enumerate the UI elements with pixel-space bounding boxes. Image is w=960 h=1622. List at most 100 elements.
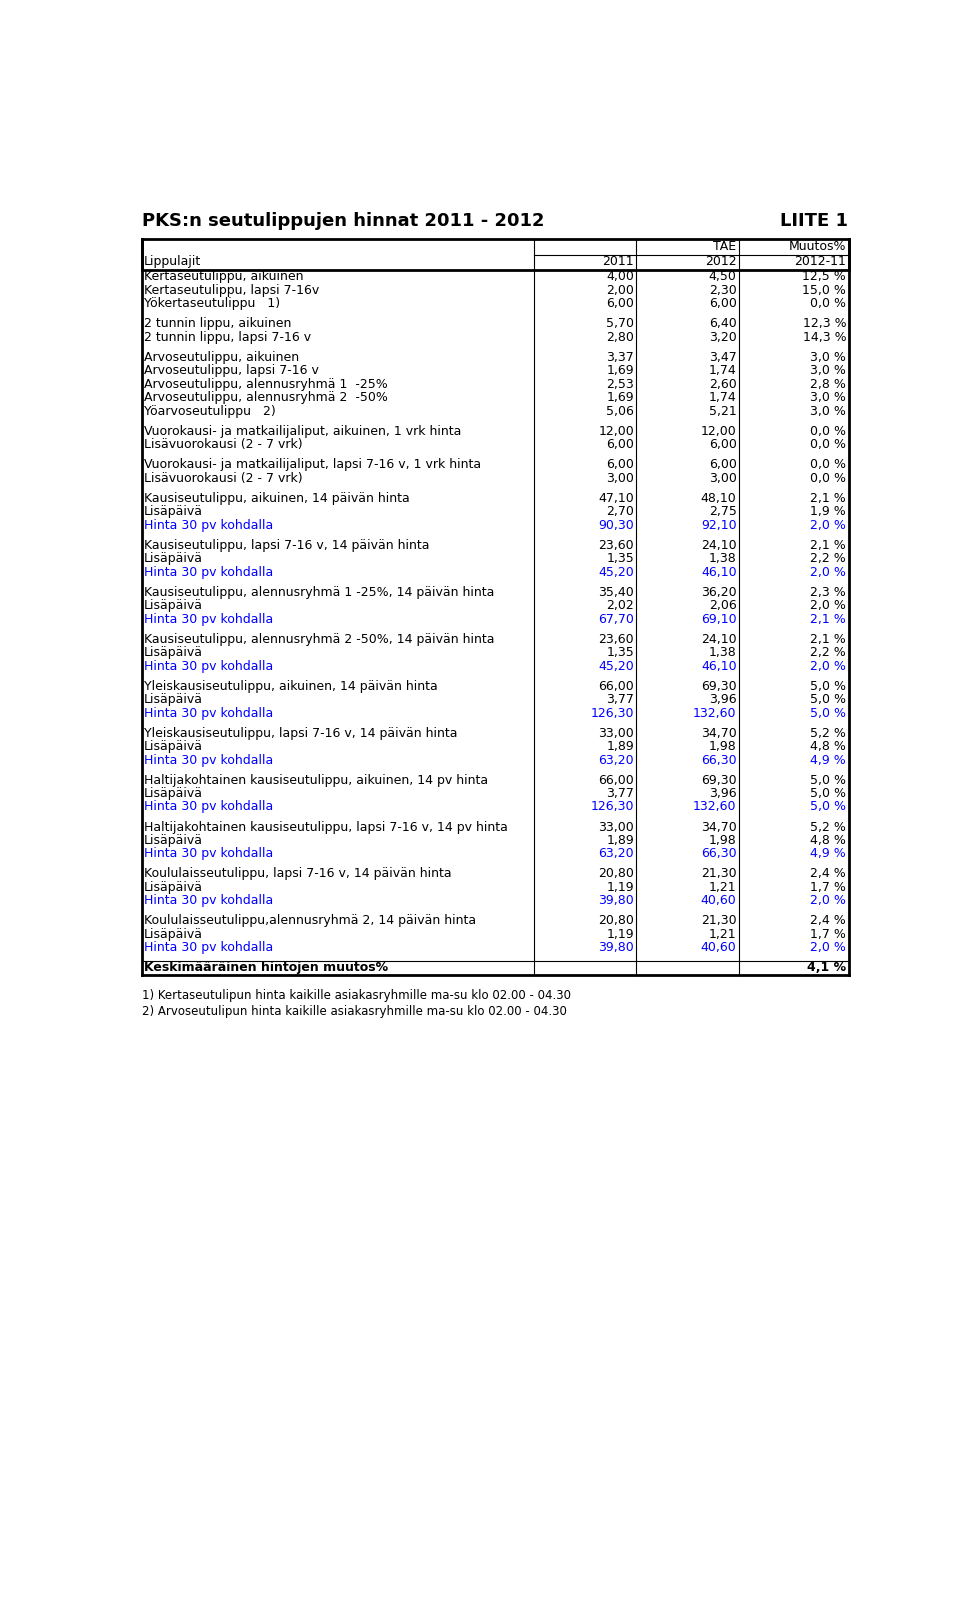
- Text: Hinta 30 pv kohdalla: Hinta 30 pv kohdalla: [144, 801, 274, 814]
- Text: 5,0 %: 5,0 %: [810, 680, 846, 693]
- Text: 3,96: 3,96: [709, 787, 736, 800]
- Text: 92,10: 92,10: [701, 519, 736, 532]
- Text: 2,75: 2,75: [708, 504, 736, 517]
- Text: Yleiskausiseutulippu, aikuinen, 14 päivän hinta: Yleiskausiseutulippu, aikuinen, 14 päivä…: [144, 680, 438, 693]
- Text: 14,3 %: 14,3 %: [803, 331, 846, 344]
- Text: 24,10: 24,10: [701, 539, 736, 551]
- Text: Lisäpäivä: Lisäpäivä: [144, 599, 203, 611]
- Text: 2 tunnin lippu, aikuinen: 2 tunnin lippu, aikuinen: [144, 318, 292, 331]
- Text: 5,0 %: 5,0 %: [810, 774, 846, 787]
- Text: 2) Arvoseutulipun hinta kaikille asiakasryhmille ma-su klo 02.00 - 04.30: 2) Arvoseutulipun hinta kaikille asiakas…: [142, 1006, 566, 1019]
- Text: 12,5 %: 12,5 %: [803, 271, 846, 284]
- Text: 90,30: 90,30: [598, 519, 635, 532]
- Text: 1,89: 1,89: [607, 740, 635, 753]
- Text: 1,7 %: 1,7 %: [810, 928, 846, 941]
- Text: 2,00: 2,00: [607, 284, 635, 297]
- Text: 39,80: 39,80: [598, 941, 635, 954]
- Text: Hinta 30 pv kohdalla: Hinta 30 pv kohdalla: [144, 894, 274, 907]
- Text: 3,0 %: 3,0 %: [810, 406, 846, 418]
- Text: 4,9 %: 4,9 %: [810, 847, 846, 860]
- Text: 2,0 %: 2,0 %: [810, 894, 846, 907]
- Text: Haltijakohtainen kausiseutulippu, aikuinen, 14 pv hinta: Haltijakohtainen kausiseutulippu, aikuin…: [144, 774, 488, 787]
- Text: 40,60: 40,60: [701, 941, 736, 954]
- Text: 66,00: 66,00: [598, 774, 635, 787]
- Text: Keskimääräinen hintojen muutos%: Keskimääräinen hintojen muutos%: [144, 962, 388, 975]
- Text: Hinta 30 pv kohdalla: Hinta 30 pv kohdalla: [144, 941, 274, 954]
- Text: 2,06: 2,06: [708, 599, 736, 611]
- Text: 63,20: 63,20: [598, 754, 635, 767]
- Text: 2,4 %: 2,4 %: [810, 915, 846, 928]
- Text: Hinta 30 pv kohdalla: Hinta 30 pv kohdalla: [144, 847, 274, 860]
- Text: 3,0 %: 3,0 %: [810, 391, 846, 404]
- Text: 1,21: 1,21: [709, 881, 736, 894]
- Text: Lippulajit: Lippulajit: [144, 255, 202, 268]
- Text: Kausiseutulippu, alennusryhmä 2 -50%, 14 päivän hinta: Kausiseutulippu, alennusryhmä 2 -50%, 14…: [144, 633, 494, 646]
- Text: PKS:n seutulippujen hinnat 2011 - 2012: PKS:n seutulippujen hinnat 2011 - 2012: [142, 211, 544, 230]
- Text: Lisäpäivä: Lisäpäivä: [144, 928, 203, 941]
- Text: Muutos%: Muutos%: [789, 240, 846, 253]
- Text: 2,1 %: 2,1 %: [810, 613, 846, 626]
- Text: Hinta 30 pv kohdalla: Hinta 30 pv kohdalla: [144, 519, 274, 532]
- Text: 69,30: 69,30: [701, 774, 736, 787]
- Text: 2,1 %: 2,1 %: [810, 491, 846, 504]
- Text: 126,30: 126,30: [590, 801, 635, 814]
- Text: 1) Kertaseutulipun hinta kaikille asiakasryhmille ma-su klo 02.00 - 04.30: 1) Kertaseutulipun hinta kaikille asiaka…: [142, 988, 570, 1001]
- Text: 2,30: 2,30: [708, 284, 736, 297]
- Text: 126,30: 126,30: [590, 707, 635, 720]
- Text: Koululaisseutulippu, lapsi 7-16 v, 14 päivän hinta: Koululaisseutulippu, lapsi 7-16 v, 14 pä…: [144, 868, 451, 881]
- Text: Hinta 30 pv kohdalla: Hinta 30 pv kohdalla: [144, 566, 274, 579]
- Text: Lisäpäivä: Lisäpäivä: [144, 646, 203, 659]
- Text: 2,0 %: 2,0 %: [810, 566, 846, 579]
- Text: 1,98: 1,98: [708, 740, 736, 753]
- Text: 20,80: 20,80: [598, 915, 635, 928]
- Text: 66,30: 66,30: [701, 847, 736, 860]
- Text: 66,00: 66,00: [598, 680, 635, 693]
- Text: 63,20: 63,20: [598, 847, 635, 860]
- Text: Yleiskausiseutulippu, lapsi 7-16 v, 14 päivän hinta: Yleiskausiseutulippu, lapsi 7-16 v, 14 p…: [144, 727, 458, 740]
- Text: 5,2 %: 5,2 %: [810, 821, 846, 834]
- Text: 5,0 %: 5,0 %: [810, 707, 846, 720]
- Text: 1,98: 1,98: [708, 834, 736, 847]
- Text: 1,38: 1,38: [708, 646, 736, 659]
- Text: 34,70: 34,70: [701, 821, 736, 834]
- Text: Lisäpäivä: Lisäpäivä: [144, 504, 203, 517]
- Text: 2,02: 2,02: [607, 599, 635, 611]
- Text: Haltijakohtainen kausiseutulippu, lapsi 7-16 v, 14 pv hinta: Haltijakohtainen kausiseutulippu, lapsi …: [144, 821, 508, 834]
- Text: 0,0 %: 0,0 %: [810, 297, 846, 310]
- Text: 2012: 2012: [705, 255, 736, 268]
- Text: 5,0 %: 5,0 %: [810, 693, 846, 706]
- Text: 39,80: 39,80: [598, 894, 635, 907]
- Text: 3,00: 3,00: [708, 472, 736, 485]
- Text: 5,2 %: 5,2 %: [810, 727, 846, 740]
- Text: Hinta 30 pv kohdalla: Hinta 30 pv kohdalla: [144, 613, 274, 626]
- Text: 48,10: 48,10: [701, 491, 736, 504]
- Text: 1,9 %: 1,9 %: [810, 504, 846, 517]
- Text: 3,20: 3,20: [708, 331, 736, 344]
- Text: 4,9 %: 4,9 %: [810, 754, 846, 767]
- Text: Arvoseutulippu, alennusryhmä 2  -50%: Arvoseutulippu, alennusryhmä 2 -50%: [144, 391, 388, 404]
- Text: 6,00: 6,00: [708, 297, 736, 310]
- Text: 69,30: 69,30: [701, 680, 736, 693]
- Text: Kertaseutulippu, aikuinen: Kertaseutulippu, aikuinen: [144, 271, 303, 284]
- Text: 46,10: 46,10: [701, 660, 736, 673]
- Text: Kausiseutulippu, lapsi 7-16 v, 14 päivän hinta: Kausiseutulippu, lapsi 7-16 v, 14 päivän…: [144, 539, 429, 551]
- Text: 47,10: 47,10: [598, 491, 635, 504]
- Text: 2,3 %: 2,3 %: [810, 586, 846, 599]
- Text: Hinta 30 pv kohdalla: Hinta 30 pv kohdalla: [144, 707, 274, 720]
- Text: Yökertaseutulippu   1): Yökertaseutulippu 1): [144, 297, 280, 310]
- Text: Arvoseutulippu, lapsi 7-16 v: Arvoseutulippu, lapsi 7-16 v: [144, 365, 319, 378]
- Text: 4,00: 4,00: [607, 271, 635, 284]
- Text: 6,00: 6,00: [708, 438, 736, 451]
- Text: 2,80: 2,80: [607, 331, 635, 344]
- Text: 3,0 %: 3,0 %: [810, 365, 846, 378]
- Text: 46,10: 46,10: [701, 566, 736, 579]
- Text: 2,0 %: 2,0 %: [810, 941, 846, 954]
- Text: 12,00: 12,00: [598, 425, 635, 438]
- Text: 2,1 %: 2,1 %: [810, 539, 846, 551]
- Text: 1,35: 1,35: [607, 646, 635, 659]
- Text: 2,0 %: 2,0 %: [810, 599, 846, 611]
- Text: Yöarvoseutulippu   2): Yöarvoseutulippu 2): [144, 406, 276, 418]
- Text: Lisäpäivä: Lisäpäivä: [144, 740, 203, 753]
- Text: 23,60: 23,60: [598, 539, 635, 551]
- Text: 6,00: 6,00: [607, 438, 635, 451]
